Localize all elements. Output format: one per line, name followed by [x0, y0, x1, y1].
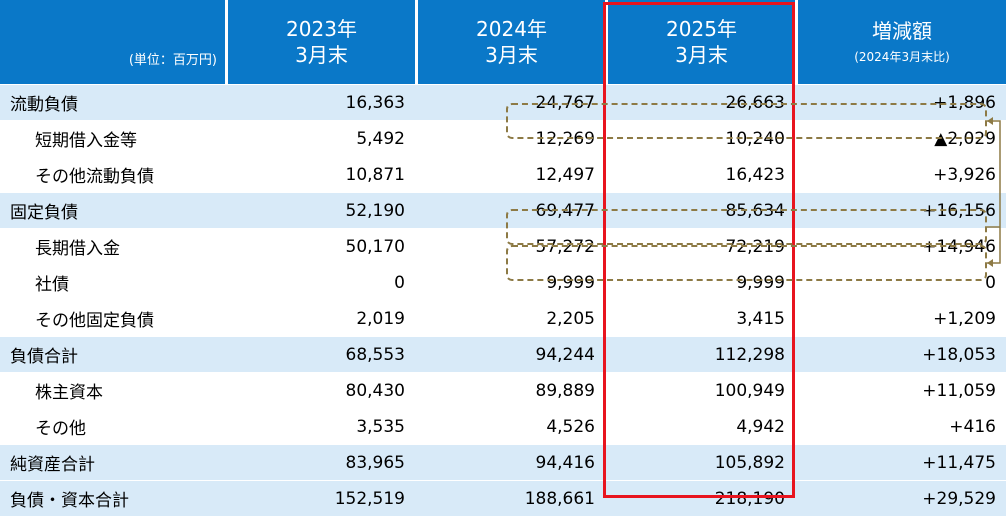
row-label: 負債・資本合計: [0, 480, 225, 516]
row-value: +16,156: [795, 192, 1006, 228]
row-value: 72,219: [605, 228, 795, 264]
row-value: 89,889: [415, 372, 605, 408]
row-label: 流動負債: [0, 84, 225, 120]
row-value: 10,871: [225, 156, 415, 192]
header-2025: 2025年 3月末: [605, 0, 795, 84]
row-value: 80,430: [225, 372, 415, 408]
row-value: 85,634: [605, 192, 795, 228]
row-value: +11,059: [795, 372, 1006, 408]
header-2025-month: 3月末: [675, 43, 728, 67]
row-value: 9,999: [415, 264, 605, 300]
table-row: その他固定負債 2,019 2,205 3,415 +1,209: [0, 300, 1006, 336]
header-2023-year: 2023年: [286, 17, 357, 41]
table-row: 固定負債 52,190 69,477 85,634 +16,156: [0, 192, 1006, 228]
row-label: 純資産合計: [0, 444, 225, 480]
row-value: 10,240: [605, 120, 795, 156]
row-label: 短期借入金等: [0, 120, 225, 156]
row-value: 94,416: [415, 444, 605, 480]
row-label: 長期借入金: [0, 228, 225, 264]
row-value: 4,942: [605, 408, 795, 444]
table-row: 短期借入金等 5,492 12,269 10,240 ▲2,029: [0, 120, 1006, 156]
row-value: 5,492: [225, 120, 415, 156]
row-value: 4,526: [415, 408, 605, 444]
row-value: 12,269: [415, 120, 605, 156]
table-row: 長期借入金 50,170 57,272 72,219 +14,946: [0, 228, 1006, 264]
row-value: 57,272: [415, 228, 605, 264]
row-label: その他: [0, 408, 225, 444]
row-value: 50,170: [225, 228, 415, 264]
row-value: 188,661: [415, 480, 605, 516]
table-row: その他 3,535 4,526 4,942 +416: [0, 408, 1006, 444]
row-value: 26,663: [605, 84, 795, 120]
table-row: 負債・資本合計 152,519 188,661 218,190 +29,529: [0, 480, 1006, 516]
row-value: 68,553: [225, 336, 415, 372]
table-row: 純資産合計 83,965 94,416 105,892 +11,475: [0, 444, 1006, 480]
row-label: 固定負債: [0, 192, 225, 228]
table-row: 社債 0 9,999 9,999 0: [0, 264, 1006, 300]
row-value: +14,946: [795, 228, 1006, 264]
row-value: +11,475: [795, 444, 1006, 480]
row-value: ▲2,029: [795, 120, 1006, 156]
row-value: +3,926: [795, 156, 1006, 192]
row-label: 社債: [0, 264, 225, 300]
header-unit-cell: (単位：百万円): [0, 0, 225, 84]
row-value: 152,519: [225, 480, 415, 516]
table-row: 株主資本 80,430 89,889 100,949 +11,059: [0, 372, 1006, 408]
row-value: 69,477: [415, 192, 605, 228]
row-value: +416: [795, 408, 1006, 444]
row-value: 100,949: [605, 372, 795, 408]
row-label: その他固定負債: [0, 300, 225, 336]
row-value: 52,190: [225, 192, 415, 228]
header-2025-year: 2025年: [666, 17, 737, 41]
header-row: (単位：百万円) 2023年 3月末 2024年 3月末 2025年 3月末 増減額(…: [0, 0, 1006, 84]
row-value: 94,244: [415, 336, 605, 372]
table-row: 流動負債 16,363 24,767 26,663 +1,896: [0, 84, 1006, 120]
row-value: +1,209: [795, 300, 1006, 336]
row-label: 負債合計: [0, 336, 225, 372]
row-value: +18,053: [795, 336, 1006, 372]
row-label: 株主資本: [0, 372, 225, 408]
row-value: 0: [795, 264, 1006, 300]
row-value: 3,535: [225, 408, 415, 444]
table-row: 負債合計 68,553 94,244 112,298 +18,053: [0, 336, 1006, 372]
header-2024-year: 2024年: [476, 17, 547, 41]
row-value: 2,205: [415, 300, 605, 336]
row-value: 112,298: [605, 336, 795, 372]
row-label: その他流動負債: [0, 156, 225, 192]
header-2023: 2023年 3月末: [225, 0, 415, 84]
header-change: 増減額 (2024年3月末比): [795, 0, 1006, 84]
row-value: 24,767: [415, 84, 605, 120]
header-change-title: 増減額: [872, 19, 932, 43]
row-value: 218,190: [605, 480, 795, 516]
row-value: 16,363: [225, 84, 415, 120]
row-value: 16,423: [605, 156, 795, 192]
row-value: 2,019: [225, 300, 415, 336]
unit-label: (単位：百万円): [128, 52, 217, 68]
header-2024: 2024年 3月末: [415, 0, 605, 84]
table-row: その他流動負債 10,871 12,497 16,423 +3,926: [0, 156, 1006, 192]
header-2024-month: 3月末: [485, 43, 538, 67]
header-2023-month: 3月末: [295, 43, 348, 67]
row-value: 83,965: [225, 444, 415, 480]
row-value: 0: [225, 264, 415, 300]
row-value: 3,415: [605, 300, 795, 336]
row-value: +29,529: [795, 480, 1006, 516]
row-value: +1,896: [795, 84, 1006, 120]
row-value: 105,892: [605, 444, 795, 480]
header-change-sub: (2024年3月末比): [854, 50, 950, 64]
row-value: 9,999: [605, 264, 795, 300]
row-value: 12,497: [415, 156, 605, 192]
